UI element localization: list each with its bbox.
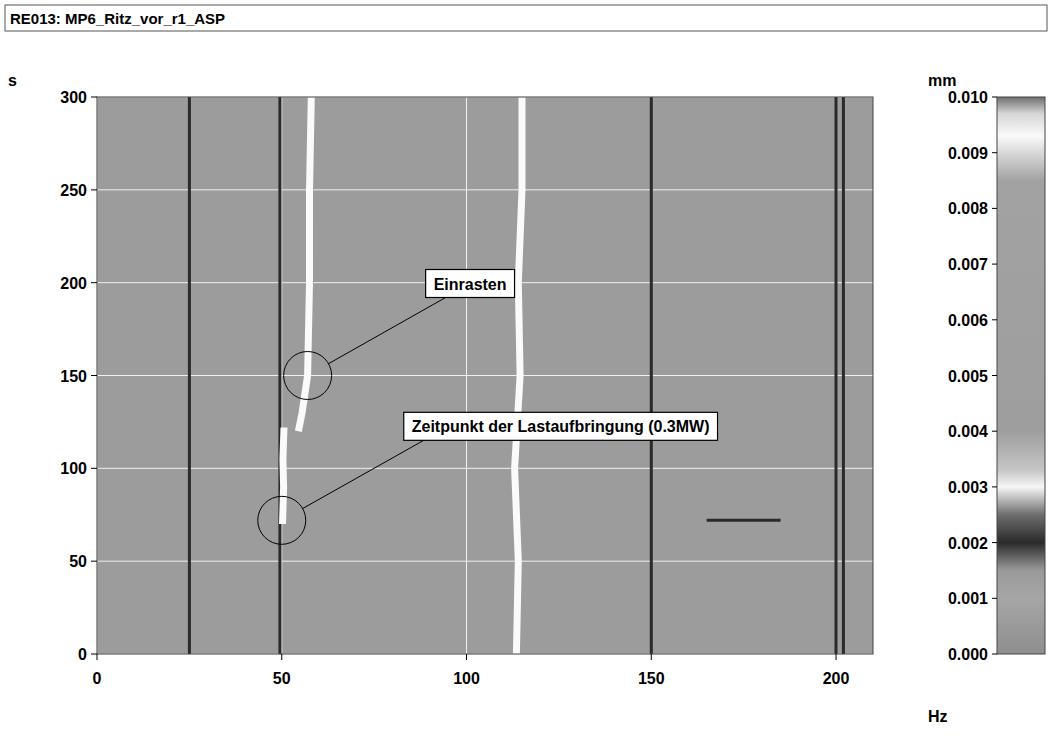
spectral-track	[650, 97, 653, 654]
title-box	[5, 5, 1047, 31]
x-tick-label: 100	[453, 670, 480, 687]
colorbar-title: mm	[928, 72, 956, 89]
x-tick-label: 50	[273, 670, 291, 687]
spectral-track	[188, 97, 191, 654]
x-tick-label: 150	[638, 670, 665, 687]
leader-line	[303, 440, 424, 508]
colorbar-tick-label: 0.002	[948, 535, 988, 552]
x-tick-label: 200	[823, 670, 850, 687]
grid-line	[97, 561, 873, 562]
y-tick-label: 250	[60, 182, 87, 199]
tick	[91, 189, 97, 190]
tick	[91, 561, 97, 562]
colorbar-tick	[992, 431, 997, 432]
colorbar-tick	[992, 152, 997, 153]
y-tick-label: 0	[78, 646, 87, 663]
annotation: Zeitpunkt der Lastaufbringung (0.3MW)	[258, 412, 718, 544]
spectral-track	[835, 97, 838, 654]
annotation-box	[426, 270, 515, 298]
annotation-text: Einrasten	[434, 276, 507, 293]
colorbar-tick-label: 0.003	[948, 479, 988, 496]
colorbar-tick-label: 0.008	[948, 200, 988, 217]
annotation-circle	[258, 496, 306, 544]
grid-line	[97, 189, 873, 190]
y-tick-label: 50	[69, 553, 87, 570]
tick	[836, 654, 837, 660]
colorbar-tick	[992, 375, 997, 376]
tick	[91, 654, 97, 655]
colorbar-tick-label: 0.001	[948, 590, 988, 607]
annotation-text: Zeitpunkt der Lastaufbringung (0.3MW)	[412, 418, 710, 435]
spectral-track	[298, 97, 311, 431]
tick	[91, 282, 97, 283]
annotation-box	[404, 412, 718, 440]
colorbar-tick-label: 0.000	[948, 646, 988, 663]
colorbar-tick-label: 0.007	[948, 256, 988, 273]
y-axis-title: s	[8, 72, 17, 89]
tick	[651, 654, 652, 660]
x-tick-label: 0	[93, 670, 102, 687]
annotation-circle	[284, 352, 332, 400]
colorbar	[997, 97, 1045, 654]
tick	[91, 97, 97, 98]
annotation: Einrasten	[284, 270, 515, 400]
spectral-track	[707, 519, 781, 522]
spectral-track	[283, 428, 285, 525]
colorbar-tick	[992, 486, 997, 487]
tick	[466, 654, 467, 660]
tick	[281, 654, 282, 660]
colorbar-tick	[992, 319, 997, 320]
y-tick-label: 200	[60, 275, 87, 292]
plot-area	[97, 97, 873, 654]
grid-line	[97, 468, 873, 469]
spectral-track	[842, 97, 845, 654]
tracks	[189, 97, 843, 654]
plot-frame	[97, 97, 873, 654]
colorbar-tick	[992, 654, 997, 655]
colorbar-tick	[992, 208, 997, 209]
colorbar-tick-label: 0.005	[948, 368, 988, 385]
colorbar-tick	[992, 598, 997, 599]
tick	[97, 654, 98, 660]
grid-line	[97, 375, 873, 376]
x-axis-title: Hz	[928, 708, 948, 725]
title: RE013: MP6_Ritz_vor_r1_ASP	[10, 10, 225, 27]
y-tick-label: 100	[60, 460, 87, 477]
grid-line	[651, 97, 652, 654]
grid-line	[836, 97, 837, 654]
y-tick-label: 150	[60, 368, 87, 385]
y-tick-label: 300	[60, 89, 87, 106]
colorbar-tick	[992, 542, 997, 543]
tick	[91, 468, 97, 469]
colorbar-tick-label: 0.009	[948, 145, 988, 162]
chart: RE013: MP6_Ritz_vor_r1_ASP 0 50 100 150 200 0 5…	[0, 0, 1054, 736]
spectral-track	[278, 97, 281, 654]
colorbar-tick	[992, 264, 997, 265]
leader-line	[329, 298, 446, 364]
colorbar-tick-label: 0.006	[948, 312, 988, 329]
colorbar-tick	[992, 97, 997, 98]
tick	[91, 375, 97, 376]
colorbar-tick-label: 0.010	[948, 89, 988, 106]
spectral-track	[515, 97, 522, 654]
colorbar-tick-label: 0.004	[948, 423, 988, 440]
